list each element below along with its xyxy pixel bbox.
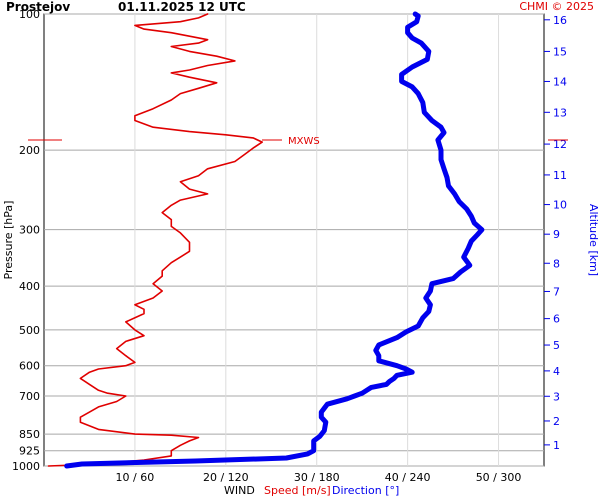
altitude-tick-label: 12 xyxy=(553,138,567,151)
pressure-axis-label: Pressure [hPa] xyxy=(2,201,15,280)
plot-frame xyxy=(43,13,545,467)
pressure-tick-label: 100 xyxy=(19,8,40,21)
wind-tick-label: 20 / 120 xyxy=(203,471,249,484)
altitude-tick-label: 8 xyxy=(553,257,560,270)
altitude-axis-label: Altitude [km] xyxy=(587,204,600,276)
pressure-tick-label: 600 xyxy=(19,360,40,373)
altitude-tick-label: 16 xyxy=(553,14,567,27)
x-axis-label-wind: WIND xyxy=(224,484,255,497)
wind-tick-label: 50 / 300 xyxy=(476,471,522,484)
wind-direction-line xyxy=(64,11,485,469)
altitude-tick-label: 9 xyxy=(553,228,560,241)
altitude-tick-label: 11 xyxy=(553,169,567,182)
wind-tick-label: 40 / 240 xyxy=(385,471,431,484)
wind-tick-label: 10 / 60 xyxy=(116,471,155,484)
altitude-tick-label: 1 xyxy=(553,439,560,452)
altitude-tick-label: 5 xyxy=(553,339,560,352)
station-name: Prostejov xyxy=(6,0,71,14)
x-axis-label-direction: Direction [°] xyxy=(332,484,400,497)
pressure-tick-label: 400 xyxy=(19,280,40,293)
altitude-tick-label: 10 xyxy=(553,199,567,212)
pressure-tick-label: 1000 xyxy=(12,460,40,473)
altitude-tick-label: 15 xyxy=(553,45,567,58)
pressure-tick-label: 925 xyxy=(19,445,40,458)
wind-tick-label: 30 / 180 xyxy=(294,471,340,484)
altitude-tick-label: 4 xyxy=(553,365,560,378)
pressure-tick-label: 200 xyxy=(19,144,40,157)
pressure-tick-label: 850 xyxy=(19,428,40,441)
pressure-tick-label: 700 xyxy=(19,390,40,403)
altitude-tick-label: 13 xyxy=(553,106,567,119)
chmi-credit: CHMI © 2025 xyxy=(519,0,594,13)
altitude-tick-label: 6 xyxy=(553,313,560,326)
mxws-label: MXWS xyxy=(288,136,320,147)
x-axis-label-speed: Speed [m/s] xyxy=(264,484,331,497)
sounding-datetime: 01.11.2025 12 UTC xyxy=(118,0,246,14)
wind-speed-line xyxy=(47,13,263,467)
altitude-tick-label: 2 xyxy=(553,415,560,428)
altitude-tick-label: 7 xyxy=(553,285,560,298)
pressure-tick-label: 300 xyxy=(19,224,40,237)
altitude-tick-label: 3 xyxy=(553,390,560,403)
pressure-tick-label: 500 xyxy=(19,324,40,337)
altitude-tick-label: 14 xyxy=(553,75,567,88)
